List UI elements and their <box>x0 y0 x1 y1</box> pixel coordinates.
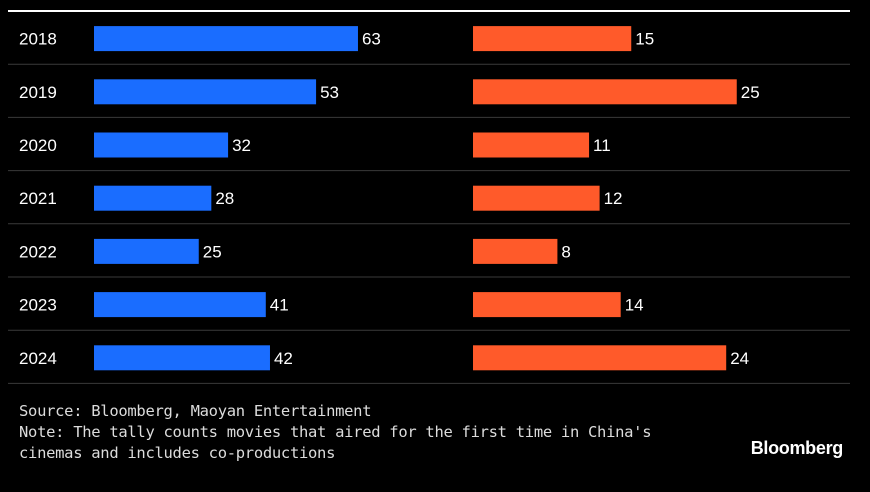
category-label-2023: 2023 <box>19 296 57 315</box>
bar-left-2018 <box>94 26 358 52</box>
data-label-left-2018: 63 <box>362 30 381 49</box>
bar-right-2024 <box>473 345 727 371</box>
category-label-2024: 2024 <box>19 349 57 368</box>
bar-right-2020 <box>473 132 590 158</box>
data-label-right-2019: 25 <box>741 83 760 102</box>
bar-left-2024 <box>94 345 270 371</box>
note-line-1: Note: The tally counts movies that aired… <box>19 423 652 441</box>
bar-right-2021 <box>473 185 600 211</box>
data-label-left-2020: 32 <box>232 136 251 155</box>
bar-right-2022 <box>473 238 558 264</box>
bar-left-2022 <box>94 238 199 264</box>
bar-left-2019 <box>94 79 317 105</box>
bar-left-2020 <box>94 132 229 158</box>
category-label-2022: 2022 <box>19 242 57 261</box>
data-label-right-2018: 15 <box>635 30 654 49</box>
bloomberg-logo: Bloomberg <box>750 438 844 458</box>
bar-chart: 2018 63 15 2019 53 25 2020 32 11 2021 28 12 2022 25 8 2… <box>8 10 850 384</box>
source-note: Source: Bloomberg, Maoyan Entertainment <box>19 402 372 420</box>
data-label-left-2022: 25 <box>203 242 222 261</box>
bar-right-2018 <box>473 26 632 52</box>
bar-left-2021 <box>94 185 212 211</box>
data-label-left-2023: 41 <box>270 296 289 315</box>
bar-left-2023 <box>94 292 266 318</box>
chart-footer: Source: Bloomberg, Maoyan Entertainment … <box>19 401 652 464</box>
bar-right-2019 <box>473 79 737 105</box>
data-label-right-2021: 12 <box>604 189 623 208</box>
data-label-left-2019: 53 <box>320 83 339 102</box>
data-label-left-2021: 28 <box>215 189 234 208</box>
category-label-2020: 2020 <box>19 136 57 155</box>
note-line-2: cinemas and includes co-productions <box>19 444 336 462</box>
data-label-right-2020: 11 <box>593 136 611 155</box>
category-label-2021: 2021 <box>19 189 57 208</box>
data-label-right-2023: 14 <box>625 296 644 315</box>
category-label-2018: 2018 <box>19 30 57 49</box>
data-label-left-2024: 42 <box>274 349 293 368</box>
data-label-right-2022: 8 <box>561 242 570 261</box>
data-label-right-2024: 24 <box>730 349 749 368</box>
category-label-2019: 2019 <box>19 83 57 102</box>
bar-right-2023 <box>473 292 621 318</box>
